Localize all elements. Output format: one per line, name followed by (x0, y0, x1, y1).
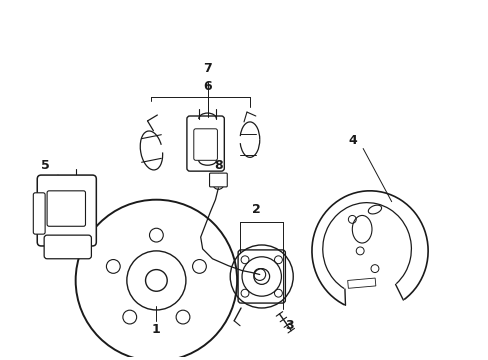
Text: 4: 4 (348, 134, 357, 147)
FancyBboxPatch shape (209, 173, 227, 187)
Text: 8: 8 (214, 159, 222, 172)
Text: 1: 1 (152, 323, 161, 336)
FancyBboxPatch shape (37, 175, 96, 246)
Text: 3: 3 (285, 319, 293, 332)
FancyBboxPatch shape (33, 193, 45, 234)
FancyBboxPatch shape (186, 116, 224, 171)
Text: 7: 7 (203, 62, 211, 75)
FancyBboxPatch shape (193, 129, 217, 160)
Text: 6: 6 (203, 80, 211, 93)
Text: 5: 5 (41, 159, 49, 172)
FancyBboxPatch shape (238, 250, 285, 303)
FancyBboxPatch shape (47, 191, 85, 226)
Bar (347, 278, 375, 288)
Text: 2: 2 (252, 203, 261, 216)
FancyBboxPatch shape (44, 235, 91, 259)
